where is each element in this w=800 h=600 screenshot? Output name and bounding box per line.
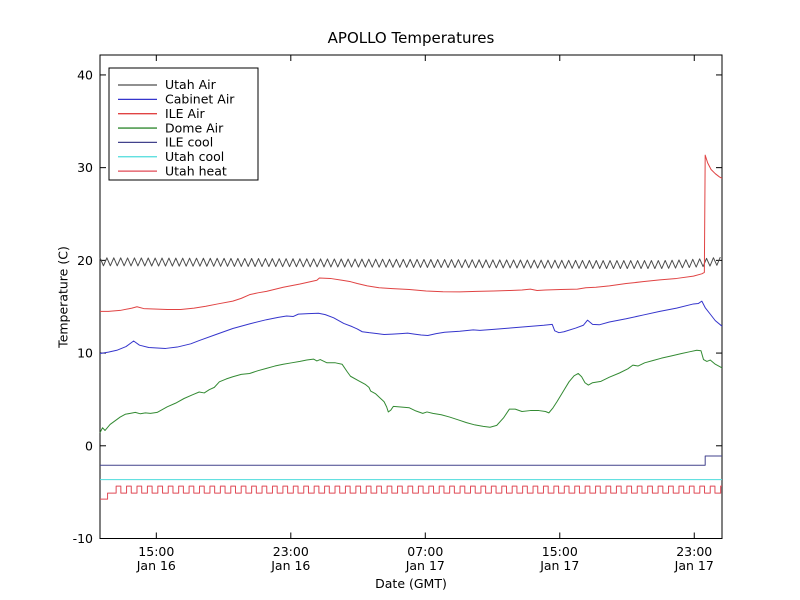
y-tick-label: 10 <box>77 346 93 361</box>
series-utah-heat <box>100 485 722 500</box>
legend-label-utah-heat: Utah heat <box>165 163 227 178</box>
series-dome-air <box>99 349 723 434</box>
y-tick-label: 0 <box>85 438 93 453</box>
x-tick-label-date: Jan 17 <box>539 558 579 573</box>
series-utah-air <box>99 256 721 270</box>
chart-title: APOLLO Temperatures <box>327 29 495 47</box>
legend-label-ile-cool: ILE cool <box>165 135 213 150</box>
x-tick-label-date: Jan 17 <box>674 558 714 573</box>
y-tick-label: 40 <box>77 67 93 82</box>
legend-label-cabinet-air: Cabinet Air <box>165 92 235 107</box>
x-tick-label-date: Jan 17 <box>405 558 445 573</box>
x-tick-label-time: 23:00 <box>676 544 712 559</box>
legend-label-utah-cool: Utah cool <box>165 149 224 164</box>
x-tick-label-time: 23:00 <box>273 544 309 559</box>
y-tick-label: 20 <box>77 253 93 268</box>
series-ile-air <box>100 154 723 312</box>
x-tick-label-date: Jan 16 <box>270 558 310 573</box>
x-tick-label-time: 15:00 <box>138 544 174 559</box>
y-tick-label: -10 <box>73 531 93 546</box>
series-ile-cool <box>100 455 722 466</box>
y-tick-label: 30 <box>77 160 93 175</box>
x-tick-label-time: 07:00 <box>407 544 443 559</box>
plot-frame <box>99 54 723 539</box>
legend-label-dome-air: Dome Air <box>165 120 224 135</box>
x-tick-label-date: Jan 16 <box>136 558 176 573</box>
series-cabinet-air <box>99 300 723 355</box>
x-tick-label-time: 15:00 <box>542 544 578 559</box>
legend-box <box>108 67 259 181</box>
legend-label-utah-air: Utah Air <box>165 77 217 92</box>
legend-label-ile-air: ILE Air <box>165 106 206 121</box>
x-axis-label: Date (GMT) <box>375 576 447 591</box>
